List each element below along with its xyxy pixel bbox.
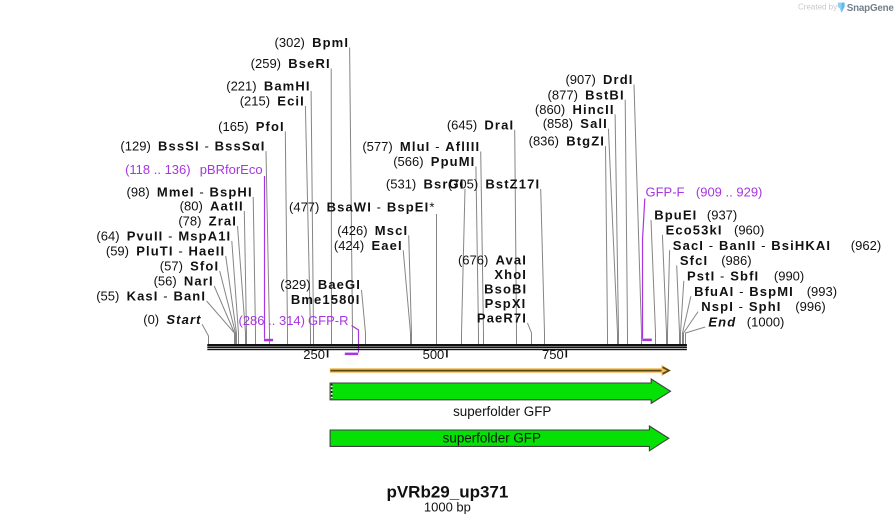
svg-text:(960): (960) bbox=[734, 222, 764, 237]
svg-text:750: 750 bbox=[542, 347, 564, 362]
svg-text:(286 .. 314): (286 .. 314) bbox=[239, 313, 306, 328]
svg-text:(0) Start: (0) Start bbox=[143, 312, 201, 327]
svg-text:(426) MscI: (426) MscI bbox=[337, 223, 408, 238]
svg-text:(221) BamHI: (221) BamHI bbox=[226, 79, 310, 94]
svg-text:(858) SalI: (858) SalI bbox=[543, 116, 608, 131]
svg-text:(78) ZraI: (78) ZraI bbox=[178, 214, 237, 229]
svg-text:(302) BpmI: (302) BpmI bbox=[275, 35, 350, 50]
svg-text:(877) BstBI: (877) BstBI bbox=[548, 87, 625, 102]
svg-text:BfuAI - BspMI: BfuAI - BspMI bbox=[694, 284, 794, 299]
svg-text:(56) NarI: (56) NarI bbox=[154, 274, 214, 289]
svg-text:(118 .. 136): (118 .. 136) bbox=[125, 162, 191, 177]
svg-text:SnapGene: SnapGene bbox=[847, 3, 895, 14]
svg-text:SacI - BanII - BsiHKAI: SacI - BanII - BsiHKAI bbox=[673, 238, 831, 253]
svg-text:(566) PpuMI: (566) PpuMI bbox=[393, 154, 475, 169]
svg-text:(329) BaeGI: (329) BaeGI bbox=[280, 277, 361, 292]
svg-text:(836) BtgZI: (836) BtgZI bbox=[529, 134, 605, 149]
svg-text:(645) DraI: (645) DraI bbox=[447, 118, 514, 133]
svg-text:Eco53kI: Eco53kI bbox=[666, 222, 723, 237]
svg-text:1000 bp: 1000 bp bbox=[424, 499, 471, 514]
svg-text:GFP-F: GFP-F bbox=[646, 185, 685, 200]
svg-text:(962): (962) bbox=[851, 238, 881, 253]
svg-text:(477) BsaWI - BspEI*: (477) BsaWI - BspEI* bbox=[289, 200, 435, 215]
svg-text:(990): (990) bbox=[774, 268, 804, 283]
svg-text:(993): (993) bbox=[807, 284, 837, 299]
svg-text:superfolder GFP: superfolder GFP bbox=[453, 404, 551, 419]
svg-text:BpuEI: BpuEI bbox=[654, 208, 697, 223]
svg-text:(129) BssSI - BssSαI: (129) BssSI - BssSαI bbox=[120, 139, 265, 154]
svg-text:pBRforEco: pBRforEco bbox=[200, 162, 263, 177]
svg-text:(937): (937) bbox=[707, 208, 737, 223]
svg-text:GFP-R: GFP-R bbox=[308, 313, 348, 328]
svg-text:PstI - SbfI: PstI - SbfI bbox=[687, 268, 759, 283]
svg-text:(907) DrdI: (907) DrdI bbox=[565, 72, 633, 87]
svg-text:(55) KasI - BanI: (55) KasI - BanI bbox=[96, 289, 206, 304]
svg-text:XhoI: XhoI bbox=[494, 267, 527, 282]
svg-text:250: 250 bbox=[303, 347, 325, 362]
svg-text:BsoBI: BsoBI bbox=[484, 282, 527, 297]
svg-text:(860) HincII: (860) HincII bbox=[535, 102, 615, 117]
svg-text:(98) MmeI - BspHI: (98) MmeI - BspHI bbox=[127, 185, 253, 200]
svg-text:500: 500 bbox=[423, 347, 445, 362]
svg-text:(57) SfoI: (57) SfoI bbox=[160, 259, 219, 274]
svg-text:(80) AatII: (80) AatII bbox=[180, 199, 244, 214]
svg-text:(165) PfoI: (165) PfoI bbox=[218, 119, 285, 134]
svg-text:Bme1580I: Bme1580I bbox=[291, 292, 361, 307]
svg-text:(705) BstZ17I: (705) BstZ17I bbox=[448, 177, 540, 192]
svg-text:(531) BsrGI: (531) BsrGI bbox=[386, 177, 465, 192]
svg-text:(59) PluTI - HaeII: (59) PluTI - HaeII bbox=[106, 244, 225, 259]
svg-text:(1000): (1000) bbox=[747, 315, 785, 330]
svg-text:PspXI: PspXI bbox=[485, 296, 527, 311]
svg-text:pVRb29_up371: pVRb29_up371 bbox=[386, 482, 508, 501]
svg-text:SfcI: SfcI bbox=[680, 253, 708, 268]
svg-text:(676) AvaI: (676) AvaI bbox=[458, 252, 527, 267]
svg-text:PaeR7I: PaeR7I bbox=[477, 311, 527, 326]
svg-text:(996): (996) bbox=[795, 299, 825, 314]
svg-text:(986): (986) bbox=[721, 253, 751, 268]
svg-text:(259) BseRI: (259) BseRI bbox=[251, 56, 331, 71]
svg-text:(64) PvuII - MspA1I: (64) PvuII - MspA1I bbox=[96, 229, 231, 244]
svg-text:End: End bbox=[708, 315, 736, 330]
svg-text:Created by: Created by bbox=[798, 3, 837, 12]
svg-text:(909 .. 929): (909 .. 929) bbox=[696, 185, 763, 200]
svg-text:(577) MluI - AflIII: (577) MluI - AflIII bbox=[362, 139, 480, 154]
svg-text:NspI - SphI: NspI - SphI bbox=[701, 299, 781, 314]
svg-text:(424) EaeI: (424) EaeI bbox=[334, 238, 403, 253]
svg-text:(215) EciI: (215) EciI bbox=[240, 94, 305, 109]
svg-text:superfolder GFP: superfolder GFP bbox=[443, 430, 541, 445]
